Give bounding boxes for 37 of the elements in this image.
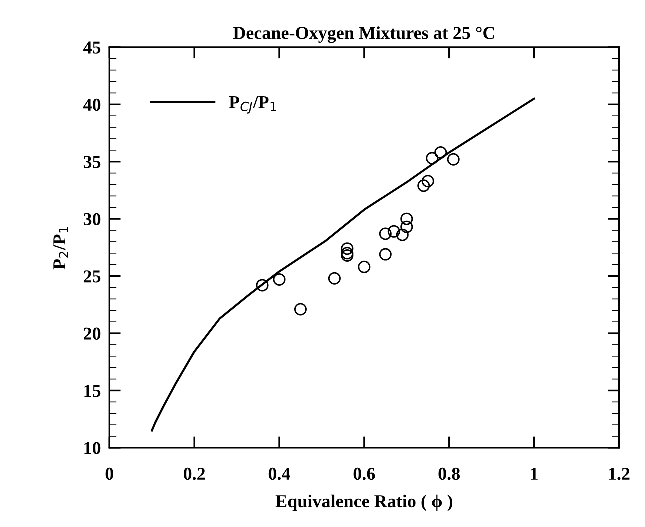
point [358, 260, 371, 274]
y-tick-label: 25 [84, 270, 101, 283]
point [447, 153, 460, 166]
x-tick-label: 0 [106, 468, 114, 480]
y-tick-label: 10 [84, 442, 101, 454]
x-tick-label: 0.4 [268, 468, 290, 480]
point [273, 273, 286, 286]
point [328, 272, 341, 285]
point [400, 220, 414, 234]
point [422, 175, 434, 188]
x-tick-label: 0.2 [184, 468, 206, 480]
point [388, 225, 400, 238]
point [256, 279, 269, 292]
x-tick-label: 1 [531, 468, 538, 480]
y-tick-label: 35 [84, 156, 101, 168]
point [400, 212, 414, 226]
point [434, 146, 448, 159]
point [418, 180, 430, 192]
x-tick-label: 0.6 [354, 468, 376, 480]
y-tick-label: 40 [84, 98, 101, 112]
x-axis-title: Equivalence Ratio ( ϕ ) [276, 494, 453, 512]
x-tick-label: 1.2 [609, 468, 630, 480]
y-tick-label: 15 [84, 385, 101, 398]
y-tick-label: 45 [84, 42, 101, 54]
y-tick-label: 20 [84, 328, 101, 340]
line-series [151, 98, 536, 432]
point [379, 228, 392, 240]
point [294, 303, 307, 316]
point [426, 152, 439, 165]
y-tick-label: 30 [84, 213, 101, 226]
point [379, 248, 392, 261]
point [341, 242, 354, 256]
legend-label: P$_{CJ}$/P$_{1}$ [229, 96, 276, 114]
point [396, 228, 409, 242]
y-axis-title: P$_{2}$/P$_{1}$ [54, 227, 68, 270]
x-tick-label: 0.8 [438, 468, 460, 480]
chart-title: Decane-Oxygen Mixtures at 25 °C [233, 26, 494, 44]
